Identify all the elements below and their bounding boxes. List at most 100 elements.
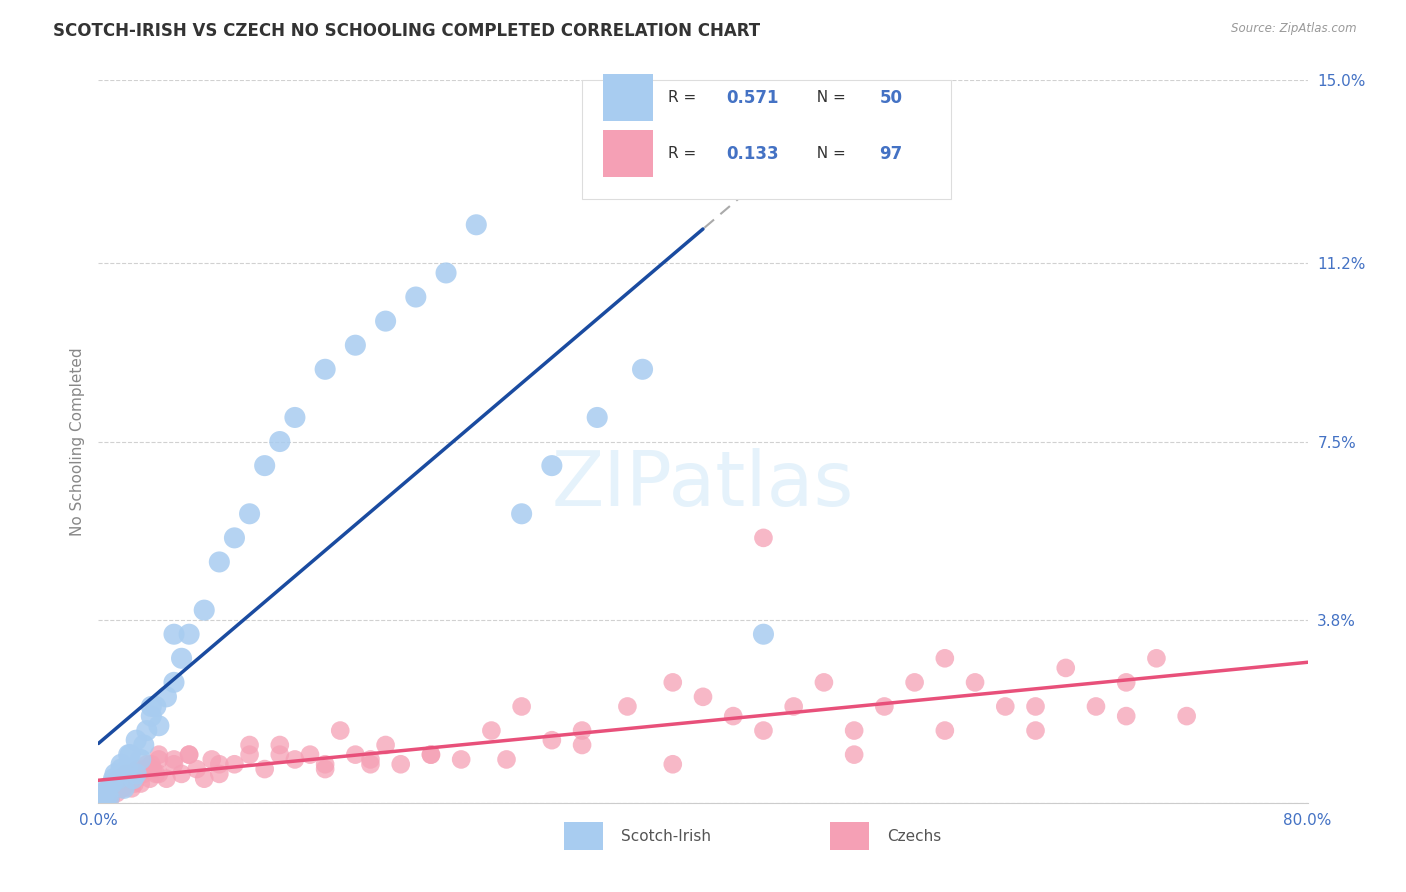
- Point: [118, 776, 141, 790]
- Point: [510, 699, 533, 714]
- Point: [91, 796, 114, 810]
- Point: [1054, 661, 1077, 675]
- Point: [186, 762, 208, 776]
- Point: [540, 733, 562, 747]
- Point: [125, 767, 148, 781]
- Point: [465, 218, 488, 232]
- Point: [374, 314, 396, 328]
- Point: [141, 709, 163, 723]
- Point: [110, 781, 132, 796]
- Point: [752, 531, 775, 545]
- Point: [93, 786, 115, 800]
- Text: Czechs: Czechs: [887, 829, 941, 844]
- Point: [141, 757, 163, 772]
- Point: [103, 776, 125, 790]
- Point: [269, 434, 291, 449]
- Bar: [603, 130, 654, 178]
- Point: [1024, 723, 1046, 738]
- Point: [96, 789, 118, 803]
- Point: [269, 738, 291, 752]
- Point: [420, 747, 443, 762]
- Point: [571, 738, 593, 752]
- Point: [155, 690, 177, 704]
- Point: [90, 791, 112, 805]
- Point: [91, 786, 114, 800]
- Text: Scotch-Irish: Scotch-Irish: [621, 829, 711, 844]
- Point: [142, 762, 165, 776]
- Point: [284, 410, 307, 425]
- Point: [118, 747, 141, 762]
- Text: N =: N =: [807, 90, 851, 105]
- Point: [129, 752, 152, 766]
- Point: [344, 747, 367, 762]
- Point: [752, 723, 775, 738]
- Point: [873, 699, 896, 714]
- Point: [253, 762, 276, 776]
- Text: ZIPatlas: ZIPatlas: [551, 448, 855, 522]
- Point: [145, 767, 167, 781]
- Point: [201, 752, 224, 766]
- Point: [752, 627, 775, 641]
- Text: N =: N =: [807, 146, 851, 161]
- Point: [135, 723, 157, 738]
- Point: [965, 675, 987, 690]
- Point: [224, 531, 246, 545]
- Point: [90, 791, 112, 805]
- Point: [115, 762, 138, 776]
- Point: [934, 651, 956, 665]
- Point: [101, 781, 124, 796]
- Point: [120, 747, 142, 762]
- Point: [420, 747, 443, 762]
- Point: [360, 752, 382, 766]
- Point: [94, 781, 117, 796]
- Point: [224, 757, 246, 772]
- Point: [389, 757, 412, 772]
- Text: 0.571: 0.571: [725, 89, 779, 107]
- Point: [193, 603, 215, 617]
- Point: [994, 699, 1017, 714]
- Point: [723, 709, 745, 723]
- Point: [405, 290, 427, 304]
- Point: [155, 772, 177, 786]
- Point: [111, 781, 134, 796]
- Text: 97: 97: [880, 145, 903, 163]
- Point: [107, 772, 129, 786]
- Point: [510, 507, 533, 521]
- Point: [148, 719, 170, 733]
- Point: [314, 757, 336, 772]
- Point: [122, 772, 145, 786]
- Point: [253, 458, 276, 473]
- Point: [132, 762, 155, 776]
- Point: [344, 338, 367, 352]
- Point: [94, 791, 117, 805]
- Point: [1115, 675, 1137, 690]
- Point: [571, 723, 593, 738]
- Text: R =: R =: [668, 90, 702, 105]
- Text: Source: ZipAtlas.com: Source: ZipAtlas.com: [1232, 22, 1357, 36]
- Point: [114, 767, 136, 781]
- Point: [692, 97, 714, 112]
- Point: [170, 767, 193, 781]
- Point: [93, 786, 115, 800]
- Point: [179, 627, 201, 641]
- Point: [360, 757, 382, 772]
- Text: SCOTCH-IRISH VS CZECH NO SCHOOLING COMPLETED CORRELATION CHART: SCOTCH-IRISH VS CZECH NO SCHOOLING COMPL…: [53, 22, 761, 40]
- Point: [1115, 709, 1137, 723]
- Point: [141, 699, 163, 714]
- Point: [314, 762, 336, 776]
- Point: [1085, 699, 1108, 714]
- Point: [127, 762, 149, 776]
- Point: [132, 738, 155, 752]
- Point: [101, 776, 124, 790]
- Point: [314, 362, 336, 376]
- Point: [108, 772, 131, 786]
- Point: [163, 627, 186, 641]
- Point: [148, 767, 170, 781]
- Point: [179, 747, 201, 762]
- Point: [844, 747, 866, 762]
- Point: [783, 699, 806, 714]
- Point: [100, 791, 122, 805]
- Point: [125, 733, 148, 747]
- Point: [170, 651, 193, 665]
- Point: [481, 723, 503, 738]
